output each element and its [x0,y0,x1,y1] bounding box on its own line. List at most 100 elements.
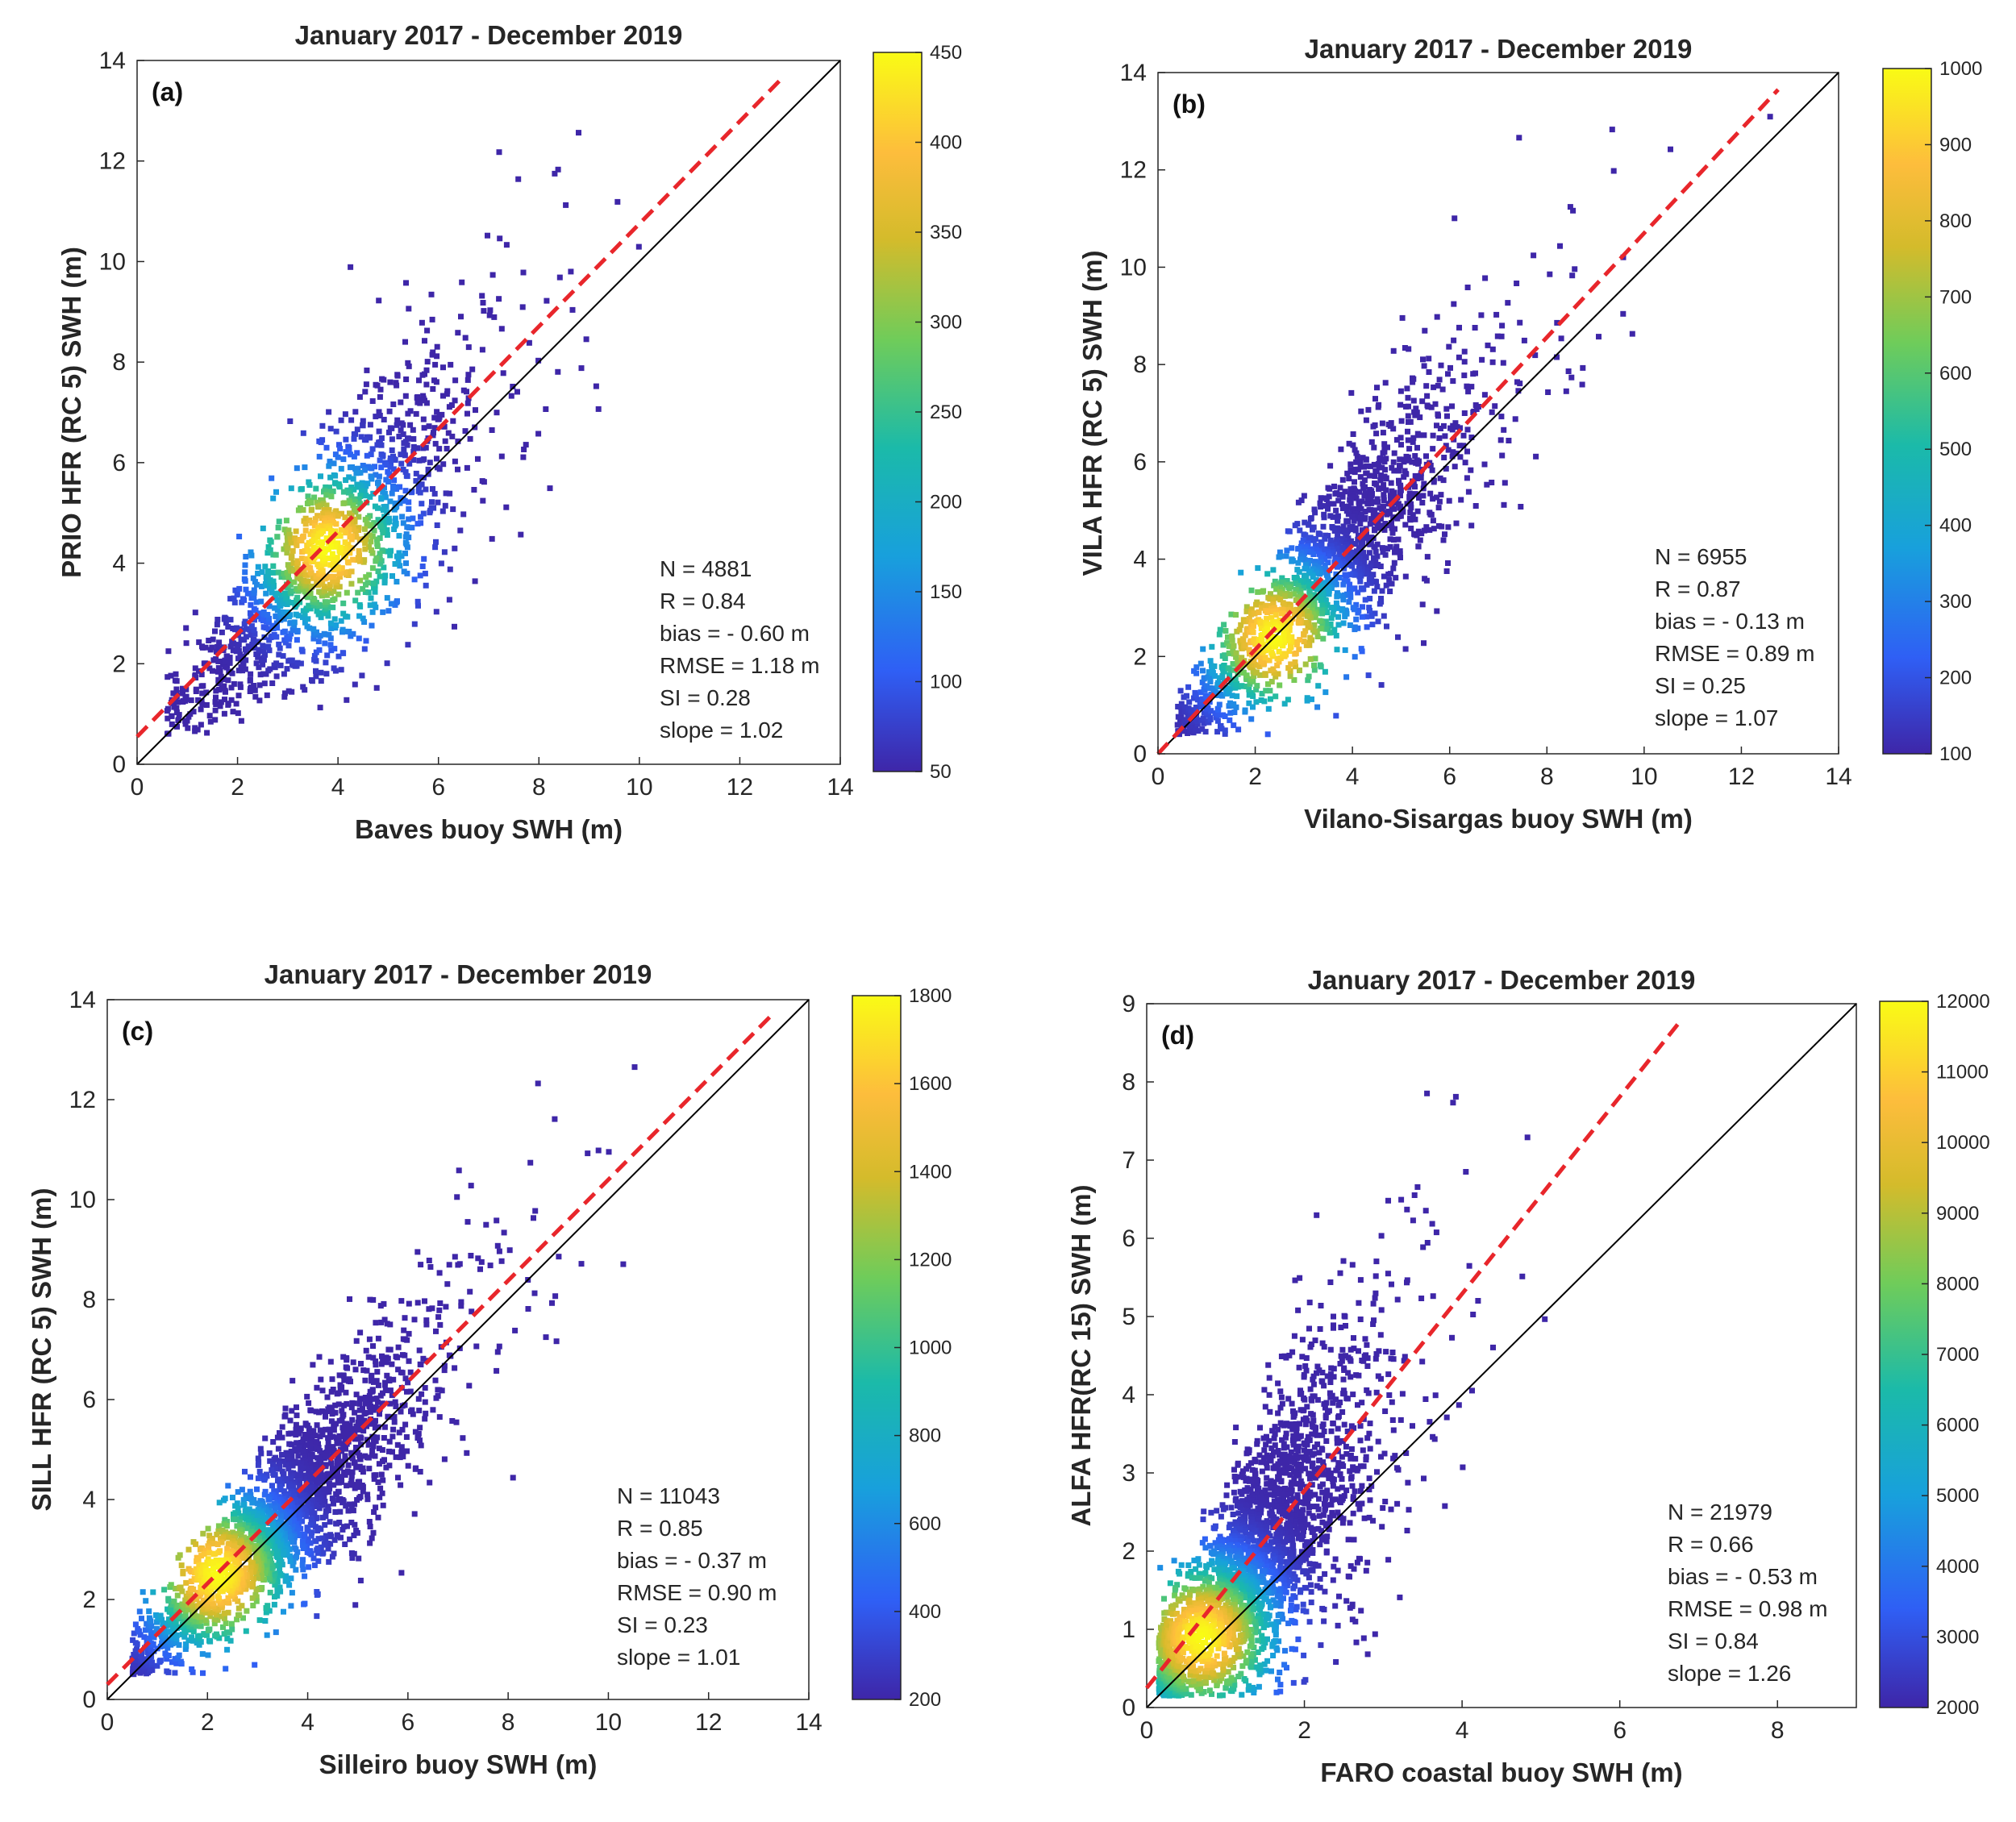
data-point [595,406,602,412]
data-point [1228,611,1235,618]
data-point [1301,639,1307,645]
data-point [198,672,205,678]
data-point [357,1578,364,1583]
data-point [298,660,304,667]
data-point [1360,558,1366,564]
data-point [224,1646,231,1653]
data-point [320,1514,326,1520]
data-point [1268,591,1273,597]
data-point [1223,685,1229,691]
data-point [379,547,385,554]
data-point [1251,658,1257,663]
data-point [1302,575,1309,581]
data-point [1235,726,1242,733]
data-point [384,1372,390,1379]
data-point [1286,585,1293,592]
data-point [1372,563,1379,568]
data-point [1350,442,1356,448]
data-point [1270,608,1277,614]
data-point [284,666,290,672]
data-point [398,460,405,467]
data-point [518,531,524,538]
data-point [1580,364,1586,371]
data-point [412,1429,419,1435]
data-point [1415,543,1422,550]
data-point [289,657,295,663]
data-point [148,1649,154,1656]
data-point [1317,500,1323,506]
data-point [508,393,514,399]
data-point [480,497,486,504]
stat-line: R = 0.84 [660,589,746,614]
data-point [363,1347,369,1354]
data-point [330,1468,336,1475]
data-point [1376,464,1382,471]
data-point [280,1458,286,1464]
data-point [371,1476,377,1482]
data-point [1374,385,1380,391]
data-point [317,1427,323,1433]
data-point [323,1463,329,1470]
data-point [1410,435,1417,441]
data-point [274,534,281,540]
data-point [1438,362,1444,368]
data-point [202,644,209,651]
data-point [289,1590,295,1596]
data-point [369,609,376,615]
data-point [1325,559,1331,566]
data-point [280,597,286,603]
data-point [1521,337,1527,343]
data-point [323,659,329,666]
data-point [1266,657,1272,663]
data-point [295,1477,302,1483]
data-point [369,1447,376,1454]
data-point [366,1393,373,1399]
data-point [322,1499,328,1504]
data-point [1371,588,1377,594]
data-point [358,1435,364,1441]
data-point [1431,526,1437,532]
data-point [358,1441,364,1448]
data-point [1214,729,1221,735]
data-point [319,1535,326,1541]
data-point [375,1514,381,1520]
data-point [338,465,344,472]
data-point [1502,480,1508,486]
data-point [1371,543,1377,550]
data-point [1414,508,1421,514]
data-point [352,409,359,415]
data-point [369,547,375,553]
data-point [1442,531,1447,538]
data-point [1272,622,1279,628]
data-point [1192,689,1198,696]
data-point [284,569,290,576]
data-point [1281,701,1288,707]
data-point [247,676,253,683]
data-point [387,498,394,505]
data-point [354,557,360,563]
data-point [170,1633,177,1639]
data-point [165,1653,172,1658]
data-point [1233,612,1239,618]
data-point [300,684,306,690]
data-point [307,1446,314,1452]
data-point [1322,618,1329,625]
data-point [257,1446,264,1452]
data-point [329,1376,335,1383]
scatter-points [1174,114,1773,738]
stat-line: SI = 0.28 [660,685,751,710]
data-point [1391,537,1397,543]
data-point [268,539,274,545]
data-point [146,1635,152,1641]
data-point [335,1497,342,1504]
data-point [377,1485,384,1491]
data-point [274,1587,281,1593]
data-point [1343,572,1349,579]
data-point [331,460,337,467]
data-point [277,645,283,651]
data-point [333,580,339,586]
data-point [194,726,201,733]
data-point [458,1303,464,1309]
data-point [1256,637,1262,643]
data-point [263,1605,269,1611]
